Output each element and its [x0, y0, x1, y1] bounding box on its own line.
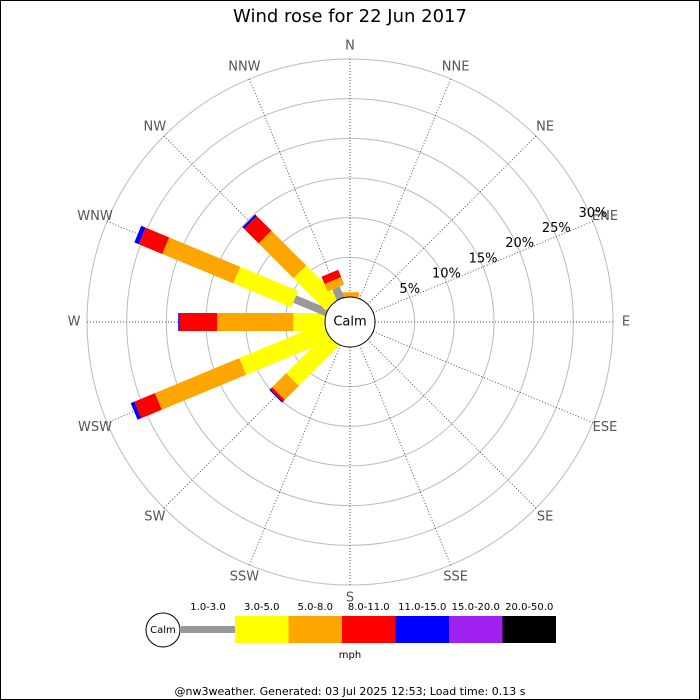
legend: Calm mph 1.0-3.0 3.0-5.0 5.0-8.0 8.0-11.0 11… [145, 602, 556, 661]
direction-label: SSW [230, 569, 260, 584]
spoke [248, 78, 341, 300]
ring-circle [165, 137, 535, 507]
spoke [367, 339, 537, 509]
bar-segment [233, 266, 299, 308]
bar-segment [244, 216, 272, 244]
ring-label: 15% [469, 251, 498, 266]
spoke [359, 344, 452, 566]
bar-segment [286, 333, 339, 386]
direction-label: E [622, 315, 630, 330]
bar-segment [293, 313, 325, 331]
bar-segment [258, 230, 307, 279]
ring-label: 5% [399, 282, 420, 297]
bar-segment [178, 313, 180, 331]
direction-label: NNE [442, 60, 470, 75]
bar-segment [154, 358, 247, 410]
direction-label: NW [144, 119, 167, 134]
ring-label: 20% [505, 236, 534, 251]
legend-swatch [395, 616, 449, 643]
legend-label: 11.0-15.0 [398, 602, 446, 613]
direction-label: SSE [443, 569, 468, 584]
bar-segment [179, 313, 218, 331]
legend-label: 15.0-20.0 [452, 602, 500, 613]
legend-swatch [342, 616, 396, 643]
calm-circle [324, 296, 376, 348]
bar-segment [293, 265, 339, 311]
bar-segment [217, 313, 294, 331]
footer: @nw3weather. Generated: 03 Jul 2025 12:5… [175, 685, 526, 698]
legend-swatch [502, 616, 556, 643]
legend-swatch [449, 616, 503, 643]
bar-segment [272, 373, 299, 400]
legend-units: mph [339, 650, 361, 661]
legend-calm-label: Calm [150, 625, 176, 636]
bar-segment [134, 225, 146, 245]
bar-segment [341, 292, 359, 297]
direction-label: ESE [593, 420, 618, 435]
legend-swatch [288, 616, 342, 643]
ring-label: 10% [432, 267, 461, 282]
legend-swatch [235, 616, 289, 643]
legend-calm-circle [145, 612, 181, 648]
legend-label: 5.0-8.0 [298, 602, 333, 613]
direction-label: ENE [592, 209, 618, 224]
ring-labels: 5% 10% 15% 20% 25% 30% [399, 206, 607, 297]
legend-label: 8.0-11.0 [348, 602, 390, 613]
spoke [372, 220, 594, 313]
chart-title: Wind rose for 22 Jun 2017 [233, 6, 467, 27]
bar-segment [324, 277, 345, 292]
legend-label: 20.0-50.0 [505, 602, 553, 613]
direction-label: WNW [77, 209, 113, 224]
bar-segment [162, 237, 241, 284]
direction-label: NE [536, 119, 554, 134]
legend-swatch [181, 626, 235, 633]
direction-label: S [346, 591, 354, 606]
ring-label: 30% [579, 206, 608, 221]
ring-label: 25% [542, 221, 571, 236]
direction-label: W [68, 315, 81, 330]
direction-label: NNW [228, 60, 260, 75]
bar-segment [242, 214, 257, 229]
bar-segment [269, 388, 284, 403]
bar-segment [321, 269, 342, 285]
bars [130, 214, 359, 420]
spoke [367, 135, 537, 305]
direction-label: N [345, 39, 355, 54]
bar-segment [130, 401, 142, 420]
spoke [372, 331, 594, 424]
bar-segment [134, 393, 162, 419]
bar-segment [138, 227, 170, 254]
spoke [359, 78, 452, 300]
bar-segment [293, 295, 329, 317]
bar-segment [239, 323, 331, 375]
direction-label: WSW [78, 420, 112, 435]
spoke [248, 344, 341, 566]
legend-label: 1.0-3.0 [190, 602, 225, 613]
bar-segment [270, 387, 285, 402]
bar-segment [332, 286, 345, 301]
legend-label: 3.0-5.0 [244, 602, 279, 613]
direction-label: SW [144, 510, 165, 525]
calm-label: Calm [333, 315, 366, 330]
direction-label: SE [537, 510, 553, 525]
